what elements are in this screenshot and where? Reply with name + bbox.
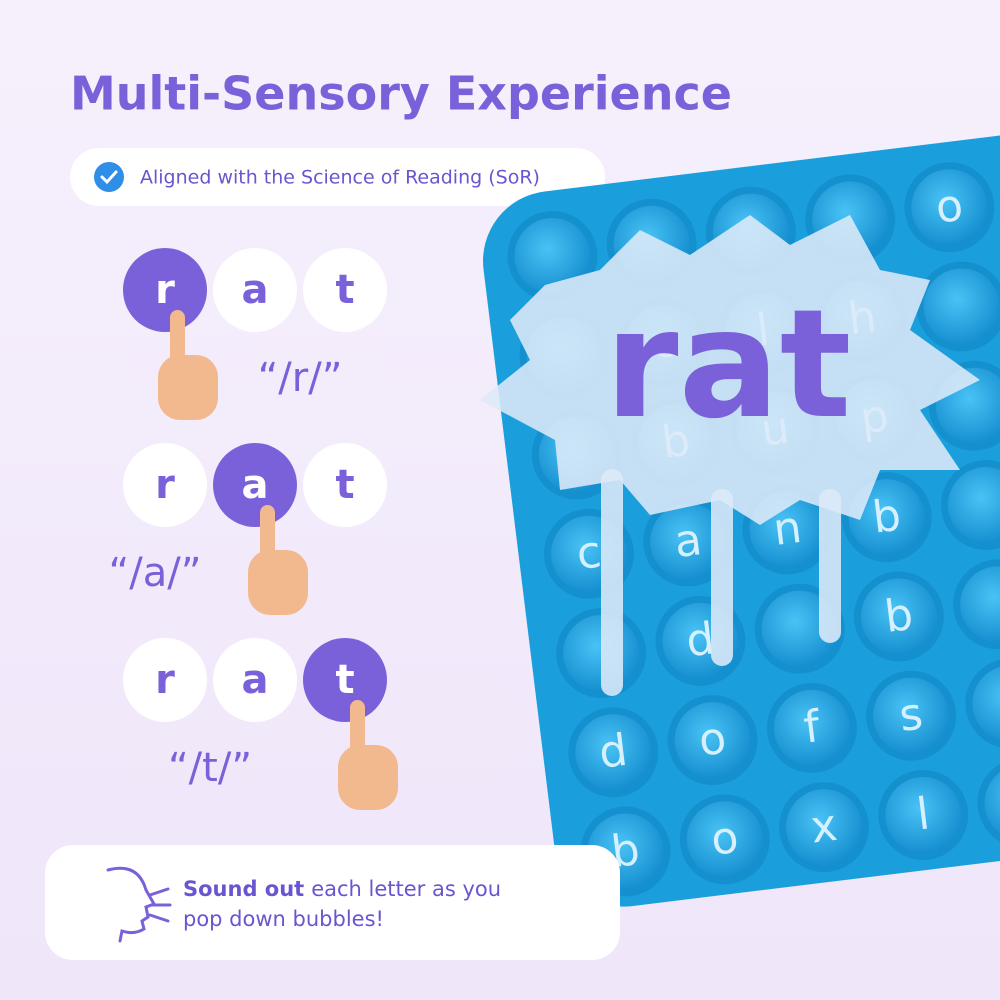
bubble bbox=[650, 503, 727, 580]
bubble bbox=[761, 590, 838, 667]
letter: t bbox=[335, 657, 354, 703]
pointing-hand bbox=[338, 700, 398, 810]
letter-bubble bbox=[123, 638, 207, 722]
bubble-letter: b bbox=[882, 589, 916, 643]
bubble bbox=[786, 789, 863, 866]
footer-card bbox=[45, 845, 620, 960]
badge-check-mark bbox=[100, 170, 118, 185]
letter-bubble bbox=[213, 638, 297, 722]
badge-check-icon bbox=[94, 162, 124, 192]
bubble bbox=[873, 677, 950, 754]
letter: r bbox=[155, 657, 175, 703]
footer-line1: Sound out each letter as you bbox=[183, 877, 501, 901]
palm bbox=[338, 745, 398, 810]
bubble bbox=[911, 169, 988, 246]
bubble bbox=[885, 776, 962, 853]
letter-bubble-active bbox=[213, 443, 297, 527]
badge-text: Aligned with the Science of Reading (SoR… bbox=[140, 167, 540, 189]
footer-rest: each letter as you bbox=[311, 877, 501, 901]
bubble-letter: o bbox=[708, 812, 741, 866]
bubble bbox=[923, 268, 1000, 345]
letter-bubble bbox=[303, 248, 387, 332]
bubble bbox=[972, 665, 1000, 742]
bubble bbox=[947, 467, 1000, 544]
letter-bubble bbox=[213, 248, 297, 332]
word-rows: r a t “/r/” r a t “/a/” r a t “/t/” bbox=[109, 248, 398, 810]
palm bbox=[158, 355, 218, 420]
letter: t bbox=[335, 462, 354, 508]
bubble bbox=[575, 714, 652, 791]
bubble bbox=[686, 801, 763, 878]
letter-bubble-active bbox=[303, 638, 387, 722]
speak-icon bbox=[106, 866, 172, 943]
sound: “/r/” bbox=[258, 355, 343, 401]
bubble bbox=[514, 217, 591, 294]
splash-word: rat bbox=[605, 278, 852, 452]
letter: a bbox=[242, 657, 269, 703]
sound: “/t/” bbox=[168, 745, 252, 791]
bubble bbox=[674, 702, 751, 779]
letter: a bbox=[242, 462, 269, 508]
title: Multi-Sensory Experience bbox=[70, 67, 732, 121]
bubble-letter: o bbox=[696, 713, 729, 767]
palm bbox=[248, 550, 308, 615]
bubble-letter: b bbox=[870, 490, 904, 544]
letter: r bbox=[155, 462, 175, 508]
bubble-letter: d bbox=[596, 725, 630, 779]
letter: r bbox=[155, 267, 175, 313]
letter-bubble bbox=[303, 443, 387, 527]
splash-shape bbox=[480, 215, 980, 525]
bubble bbox=[860, 578, 937, 655]
letter-bubble bbox=[123, 443, 207, 527]
letter: t bbox=[335, 267, 354, 313]
bubble-letter: x bbox=[808, 800, 840, 854]
footer-line2: pop down bubbles! bbox=[183, 907, 384, 931]
sound: “/a/” bbox=[109, 550, 202, 596]
splash bbox=[480, 215, 980, 696]
bubble-letter: a bbox=[672, 514, 705, 568]
footer-bold: Sound out bbox=[183, 877, 304, 901]
letter: a bbox=[242, 267, 269, 313]
letter-bubble-active bbox=[123, 248, 207, 332]
bubble bbox=[960, 566, 1000, 643]
pointing-hand bbox=[158, 310, 218, 420]
bubble bbox=[773, 689, 850, 766]
bubble-letter: o bbox=[933, 180, 966, 234]
pointing-hand bbox=[248, 505, 308, 615]
badge-pill bbox=[70, 148, 605, 206]
